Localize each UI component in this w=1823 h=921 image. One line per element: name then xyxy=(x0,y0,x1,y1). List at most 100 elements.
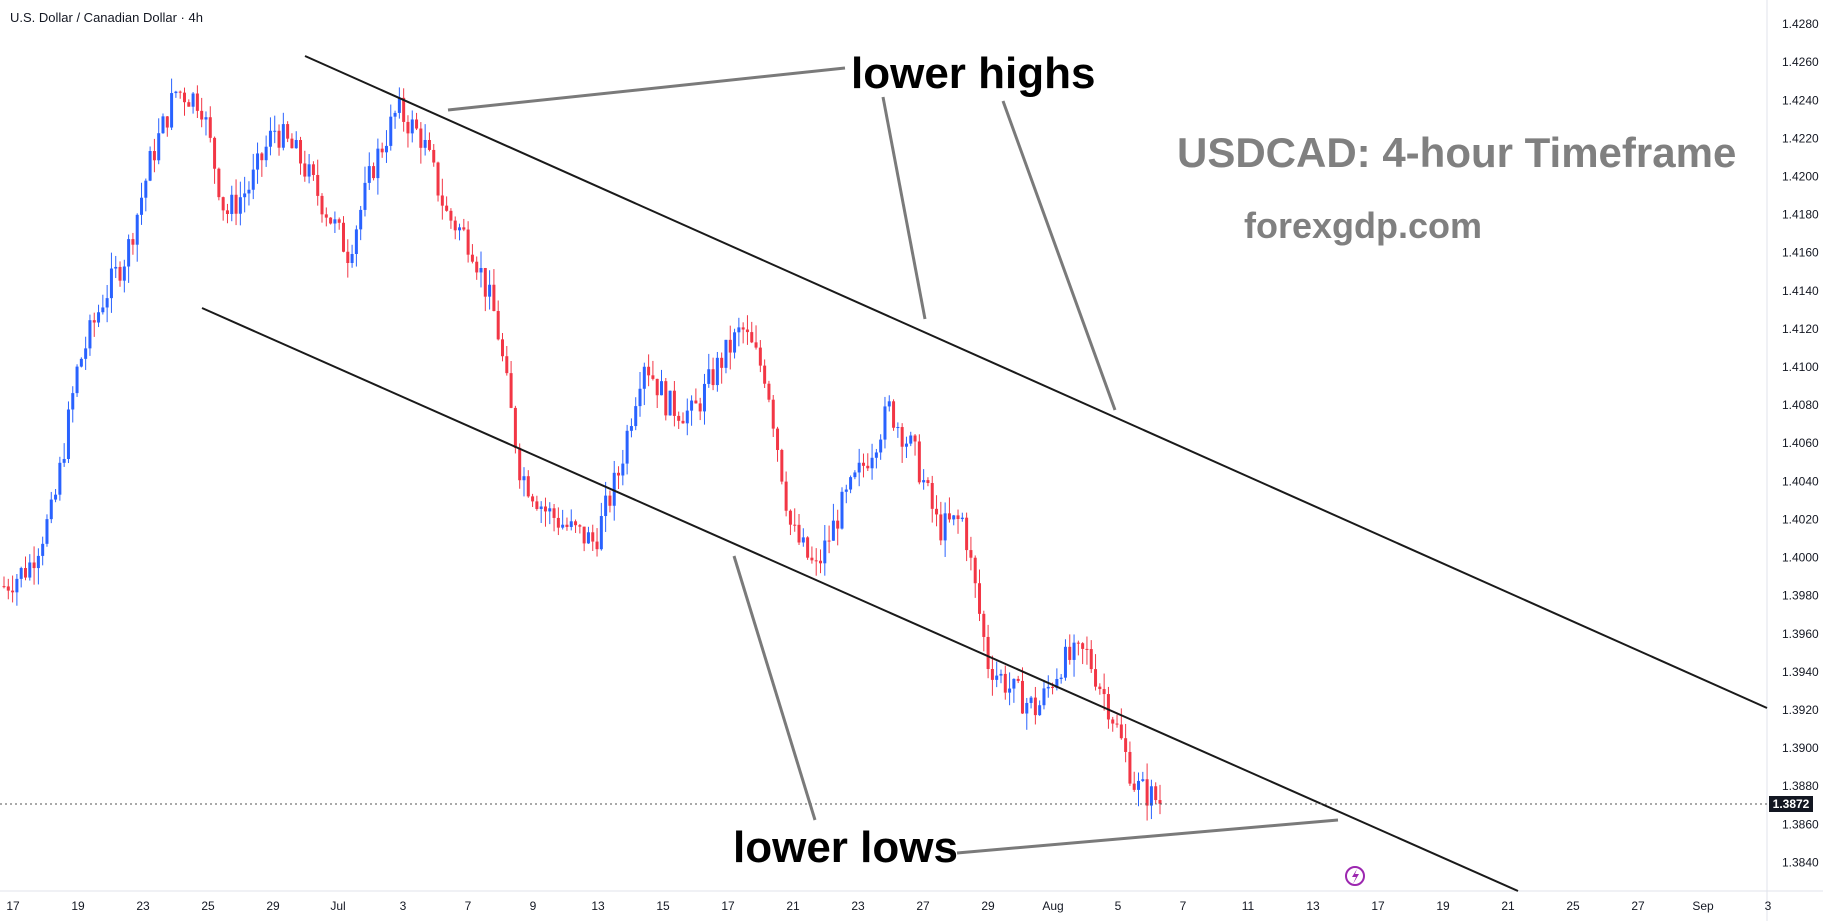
candle-up xyxy=(733,332,737,353)
candle-down xyxy=(1016,678,1020,681)
candle-down xyxy=(1081,643,1085,649)
candle-down xyxy=(92,320,96,323)
y-tick-label: 1.3920 xyxy=(1782,703,1819,717)
candle-up xyxy=(135,214,139,245)
x-tick-label: Sep xyxy=(1692,899,1714,913)
candle-down xyxy=(1111,719,1115,724)
candle-up xyxy=(1038,705,1042,716)
event-icon[interactable] xyxy=(1345,866,1365,886)
candle-down xyxy=(1154,786,1158,801)
candle-down xyxy=(427,139,431,150)
pointer-lines xyxy=(447,66,1339,855)
x-tick-label: 7 xyxy=(1180,899,1187,913)
candle-down xyxy=(788,510,792,525)
lower-channel-line[interactable] xyxy=(201,307,1519,892)
x-tick-label: 17 xyxy=(1371,899,1385,913)
candle-down xyxy=(195,93,199,111)
candle-up xyxy=(458,227,462,231)
candle-up xyxy=(376,148,380,179)
candle-up xyxy=(54,494,58,500)
candle-up xyxy=(904,443,908,447)
candle-up xyxy=(1059,677,1063,679)
candle-down xyxy=(402,97,406,122)
y-tick-label: 1.4140 xyxy=(1782,284,1819,298)
candle-down xyxy=(771,399,775,429)
candle-down xyxy=(677,415,681,421)
candle-up xyxy=(879,439,883,453)
candle-up xyxy=(268,130,272,147)
candle-down xyxy=(1089,649,1093,670)
x-tick-label: 25 xyxy=(1566,899,1580,913)
candle-up xyxy=(88,320,92,349)
candle-down xyxy=(217,168,221,198)
candle-down xyxy=(440,195,444,206)
candle-up xyxy=(690,400,694,411)
candle-up xyxy=(62,458,66,463)
candle-up xyxy=(960,517,964,520)
candle-up xyxy=(943,513,947,541)
candle-down xyxy=(1158,800,1162,804)
y-tick-label: 1.4080 xyxy=(1782,398,1819,412)
candle-down xyxy=(582,526,586,544)
y-tick-label: 1.4020 xyxy=(1782,512,1819,526)
candle-up xyxy=(393,112,397,117)
candle-down xyxy=(466,229,470,255)
candle-up xyxy=(922,480,926,483)
candle-down xyxy=(1124,738,1128,752)
candle-down xyxy=(745,329,749,333)
candle-down xyxy=(810,557,814,561)
candle-up xyxy=(909,435,913,444)
candle-up xyxy=(638,388,642,407)
candle-down xyxy=(208,117,212,138)
candle-up xyxy=(586,532,590,544)
candle-down xyxy=(178,91,182,93)
candle-up xyxy=(629,426,633,431)
candle-down xyxy=(432,149,436,163)
y-tick-label: 1.3940 xyxy=(1782,665,1819,679)
candle-up xyxy=(75,366,79,394)
candle-down xyxy=(1102,689,1106,695)
candle-down xyxy=(320,195,324,215)
candle-down xyxy=(118,266,122,281)
x-tick-label: 3 xyxy=(400,899,407,913)
candle-down xyxy=(655,378,659,396)
candle-down xyxy=(827,540,831,542)
candle-down xyxy=(990,669,994,680)
candle-down xyxy=(913,435,917,442)
x-tick-label: 25 xyxy=(201,899,215,913)
event-circle-icon xyxy=(1345,866,1365,886)
candle-down xyxy=(917,441,921,483)
price-axis[interactable]: 1.4280 1.4260 1.4240 1.4220 1.4200 1.4180 1.41… xyxy=(1782,17,1819,869)
x-tick-label: 13 xyxy=(591,899,605,913)
candle-down xyxy=(1068,646,1072,660)
candle-down xyxy=(741,327,745,330)
candle-up xyxy=(479,268,483,273)
candle-down xyxy=(617,472,621,476)
time-axis[interactable]: 17 19 23 25 29 Jul 3 7 9 13 15 17 21 23 27 29 Aug 5 7 11 13 1… xyxy=(6,899,1771,913)
candle-up xyxy=(642,366,646,389)
candle-up xyxy=(874,452,878,458)
candle-down xyxy=(758,347,762,366)
candle-up xyxy=(204,117,208,120)
candle-down xyxy=(763,365,767,384)
x-tick-label: 15 xyxy=(656,899,670,913)
candle-up xyxy=(97,312,101,323)
y-tick-label: 1.4280 xyxy=(1782,17,1819,31)
candle-down xyxy=(595,541,599,550)
candle-up xyxy=(423,139,427,148)
candle-down xyxy=(565,524,569,527)
candle-up xyxy=(801,537,805,543)
candle-down xyxy=(1076,642,1080,644)
y-tick-label: 1.3980 xyxy=(1782,589,1819,603)
candle-up xyxy=(715,357,719,386)
x-tick-label: 19 xyxy=(71,899,85,913)
x-tick-label: 27 xyxy=(916,899,930,913)
candle-down xyxy=(445,205,449,211)
x-tick-label: 3 xyxy=(1765,899,1772,913)
candle-up xyxy=(170,93,174,128)
candle-down xyxy=(1033,697,1037,716)
candle-up xyxy=(1072,642,1076,660)
candle-down xyxy=(969,550,973,558)
upper-channel-line[interactable] xyxy=(304,55,1768,709)
candle-down xyxy=(182,92,186,103)
